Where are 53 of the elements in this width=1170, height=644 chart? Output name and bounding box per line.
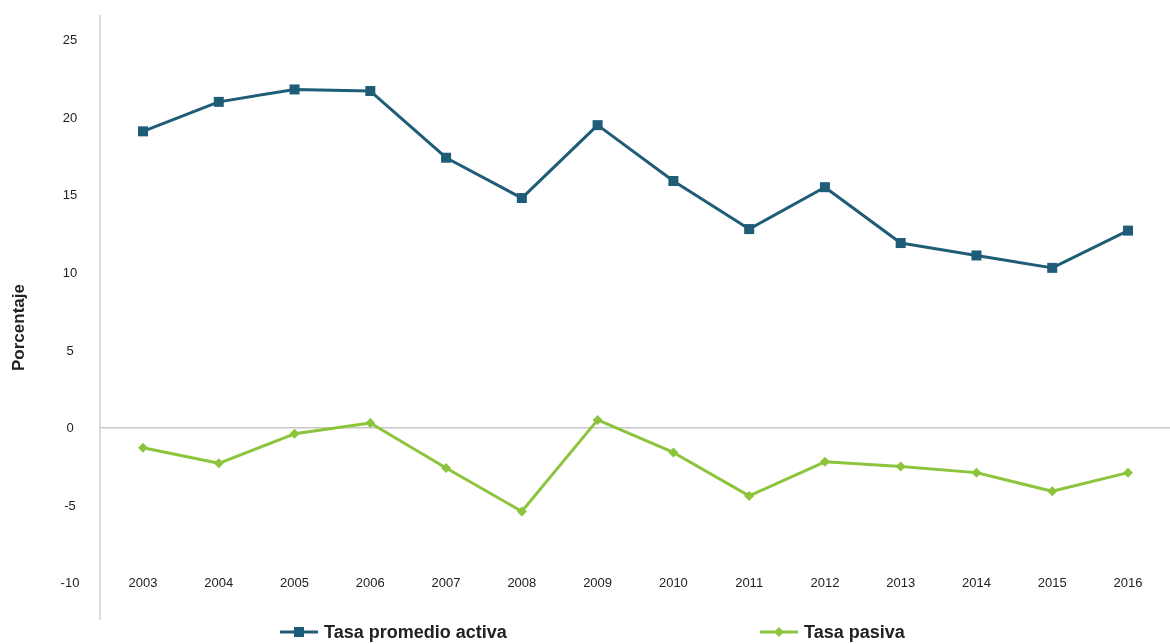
point xyxy=(365,86,376,97)
point xyxy=(592,120,603,131)
x-tick-label: 2016 xyxy=(1113,575,1143,591)
x-tick-label: 2010 xyxy=(658,575,688,591)
x-tick-label: 2005 xyxy=(280,575,309,591)
x-tick-label: 2015 xyxy=(1037,575,1067,591)
x-tick-label: 2008 xyxy=(507,575,537,591)
x-tick-label: 2011 xyxy=(735,575,764,591)
x-tick-label: 2006 xyxy=(355,575,385,591)
x-tick-label: 2007 xyxy=(431,575,461,591)
y-tick-label: 5 xyxy=(66,342,74,358)
point xyxy=(516,193,527,204)
point xyxy=(592,414,603,425)
x-tick-label: 2012 xyxy=(810,575,840,591)
point xyxy=(1123,467,1133,478)
point xyxy=(213,96,224,107)
y-axis-title: Porcentaje xyxy=(9,284,28,371)
point xyxy=(289,428,300,439)
point xyxy=(971,467,982,478)
y-tick-label: 15 xyxy=(62,187,78,203)
point xyxy=(516,506,527,517)
point xyxy=(138,442,148,453)
x-tick-label: 2014 xyxy=(962,575,991,591)
point xyxy=(668,447,679,458)
point xyxy=(971,250,982,261)
point xyxy=(138,126,148,137)
point xyxy=(819,456,830,467)
y-tick-label: 0 xyxy=(66,420,74,436)
y-tick-label: -5 xyxy=(64,497,76,513)
x-tick-label: 2013 xyxy=(886,575,916,591)
x-tick-label: 2009 xyxy=(583,575,613,591)
x-tick-label: 2004 xyxy=(204,575,234,591)
point xyxy=(441,152,452,163)
legend-label: Tasa promedio activa xyxy=(324,622,508,643)
point xyxy=(744,224,755,235)
point xyxy=(213,458,224,469)
y-tick-label: 10 xyxy=(62,265,78,281)
point xyxy=(365,417,376,428)
point xyxy=(819,182,830,193)
point xyxy=(1123,225,1133,236)
y-tick-label: 25 xyxy=(62,32,78,48)
x-tick-label: 2003 xyxy=(128,575,158,591)
y-tick-label: 20 xyxy=(62,109,78,125)
point xyxy=(895,238,906,249)
point xyxy=(744,490,755,501)
point xyxy=(441,462,452,473)
y-tick-label: -10 xyxy=(60,575,80,591)
point xyxy=(1047,262,1058,273)
point xyxy=(668,175,679,186)
legend-label: Tasa pasiva xyxy=(804,622,906,643)
point xyxy=(1047,486,1058,497)
point xyxy=(895,461,906,472)
point xyxy=(289,84,300,95)
